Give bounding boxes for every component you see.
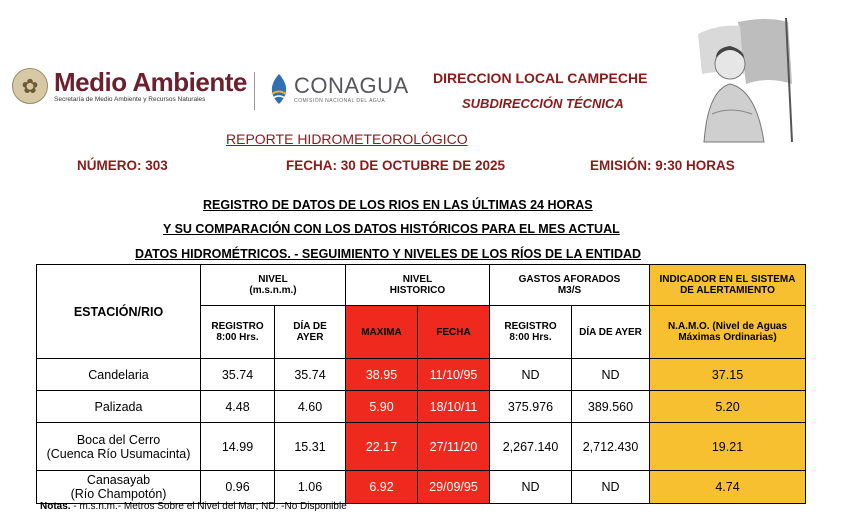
conagua-subtitle: COMISIÓN NACIONAL DEL AGUA xyxy=(294,98,386,104)
registro-cell: 0.96 xyxy=(200,470,275,504)
gastos-registro-cell: 375.976 xyxy=(489,390,572,423)
namo-cell: 5.20 xyxy=(649,390,806,423)
maxima-cell: 38.95 xyxy=(345,358,418,391)
fecha-cell: 29/09/95 xyxy=(417,470,490,504)
conagua-title: CONAGUA xyxy=(294,73,409,98)
gastos-group-header: GASTOS AFORADOS M3/S xyxy=(489,264,650,306)
gastos-ayer-cell: 2,712.430 xyxy=(571,422,650,471)
dia-ayer-header: DÍA DE AYER xyxy=(274,305,346,359)
maxima-cell: 22.17 xyxy=(345,422,418,471)
report-emission: EMISIÓN: 9:30 HORAS xyxy=(590,158,735,173)
station-cell: Boca del Cerro (Cuenca Río Usumacinta) xyxy=(36,422,201,471)
table-row: Palizada 4.48 4.60 5.90 18/10/11 375.976… xyxy=(36,390,806,423)
gastos-registro-cell: ND xyxy=(489,358,572,391)
nivel-group-header: NIVEL (m.s.n.m.) xyxy=(200,264,346,306)
gastos-registro-header: REGISTRO 8:00 Hrs. xyxy=(489,305,572,359)
namo-header: N.A.M.O. (Nivel de Aguas Máximas Ordinari… xyxy=(649,305,806,359)
table-row: Boca del Cerro (Cuenca Río Usumacinta) 14… xyxy=(36,422,806,471)
gastos-ayer-cell: ND xyxy=(571,358,650,391)
indicador-group-header: INDICADOR EN EL SISTEMA DE ALERTAMIENTO xyxy=(649,264,806,306)
namo-cell: 19.21 xyxy=(649,422,806,471)
notes-label: Notas. xyxy=(40,501,71,512)
ayer-cell: 4.60 xyxy=(274,390,346,423)
woman-with-flag-illustration xyxy=(698,17,793,143)
registro-cell: 35.74 xyxy=(200,358,275,391)
subdireccion-title: SUBDIRECCIÓN TÉCNICA xyxy=(462,96,624,111)
ayer-cell: 15.31 xyxy=(274,422,346,471)
section-title-3: DATOS HIDROMÉTRICOS. - SEGUIMIENTO Y NIV… xyxy=(135,247,642,261)
fecha-cell: 27/11/20 xyxy=(417,422,490,471)
fecha-cell: 18/10/11 xyxy=(417,390,490,423)
fecha-cell: 11/10/95 xyxy=(417,358,490,391)
gastos-registro-cell: 2,267.140 xyxy=(489,422,572,471)
notes: Notas. - m.s.n.m.- Metros Sobre el Nivel… xyxy=(40,501,347,512)
report-date: FECHA: 30 DE OCTUBRE DE 2025 xyxy=(286,158,506,173)
gastos-ayer-cell: ND xyxy=(571,470,650,504)
section-title-2: Y SU COMPARACIÓN CON LOS DATOS HISTÓRICO… xyxy=(163,222,620,236)
station-cell: Candelaria xyxy=(36,358,201,391)
fecha-header: FECHA xyxy=(417,305,490,359)
ayer-cell: 1.06 xyxy=(274,470,346,504)
gastos-dia-ayer-header: DÍA DE AYER xyxy=(571,305,650,359)
namo-cell: 37.15 xyxy=(649,358,806,391)
section-title-1: REGISTRO DE DATOS DE LOS RIOS EN LAS ÚLT… xyxy=(203,198,593,212)
river-data-table: ESTACIÓN/RIO NIVEL (m.s.n.m.) NIVEL HISTOR… xyxy=(36,264,806,504)
direccion-title: DIRECCION LOCAL CAMPECHE xyxy=(433,70,648,86)
conagua-logo: CONAGUA COMISIÓN NACIONAL DEL AGUA xyxy=(266,72,409,106)
water-drop-icon xyxy=(271,74,287,104)
registro-cell: 4.48 xyxy=(200,390,275,423)
maxima-header: MAXIMA xyxy=(345,305,418,359)
station-header: ESTACIÓN/RIO xyxy=(36,264,201,359)
namo-cell: 4.74 xyxy=(649,470,806,504)
gastos-ayer-cell: 389.560 xyxy=(571,390,650,423)
medio-ambiente-logo: ✿ Medio Ambiente Secretaría de Medio Amb… xyxy=(12,68,247,104)
table-row: Canasayab (Río Champotón) 0.96 1.06 6.92 … xyxy=(36,470,806,504)
gastos-registro-cell: ND xyxy=(489,470,572,504)
notes-text: - m.s.n.m.- Metros Sobre el Nivel del Ma… xyxy=(70,501,347,512)
maxima-cell: 5.90 xyxy=(345,390,418,423)
historico-group-header: NIVEL HISTORICO xyxy=(345,264,490,306)
table-row: Candelaria 35.74 35.74 38.95 11/10/95 ND… xyxy=(36,358,806,391)
station-cell: Palizada xyxy=(36,390,201,423)
maxima-cell: 6.92 xyxy=(345,470,418,504)
logo-divider xyxy=(254,72,255,110)
registro-header: REGISTRO 8:00 Hrs. xyxy=(200,305,275,359)
registro-cell: 14.99 xyxy=(200,422,275,471)
station-cell: Canasayab (Río Champotón) xyxy=(36,470,201,504)
ayer-cell: 35.74 xyxy=(274,358,346,391)
medio-ambiente-subtitle: Secretaría de Medio Ambiente y Recursos … xyxy=(54,96,206,103)
report-title: REPORTE HIDROMETEOROLÓGICO xyxy=(226,131,468,147)
eagle-seal-icon: ✿ xyxy=(12,68,48,104)
medio-ambiente-title: Medio Ambiente xyxy=(54,67,247,97)
report-number: NÚMERO: 303 xyxy=(77,158,168,173)
